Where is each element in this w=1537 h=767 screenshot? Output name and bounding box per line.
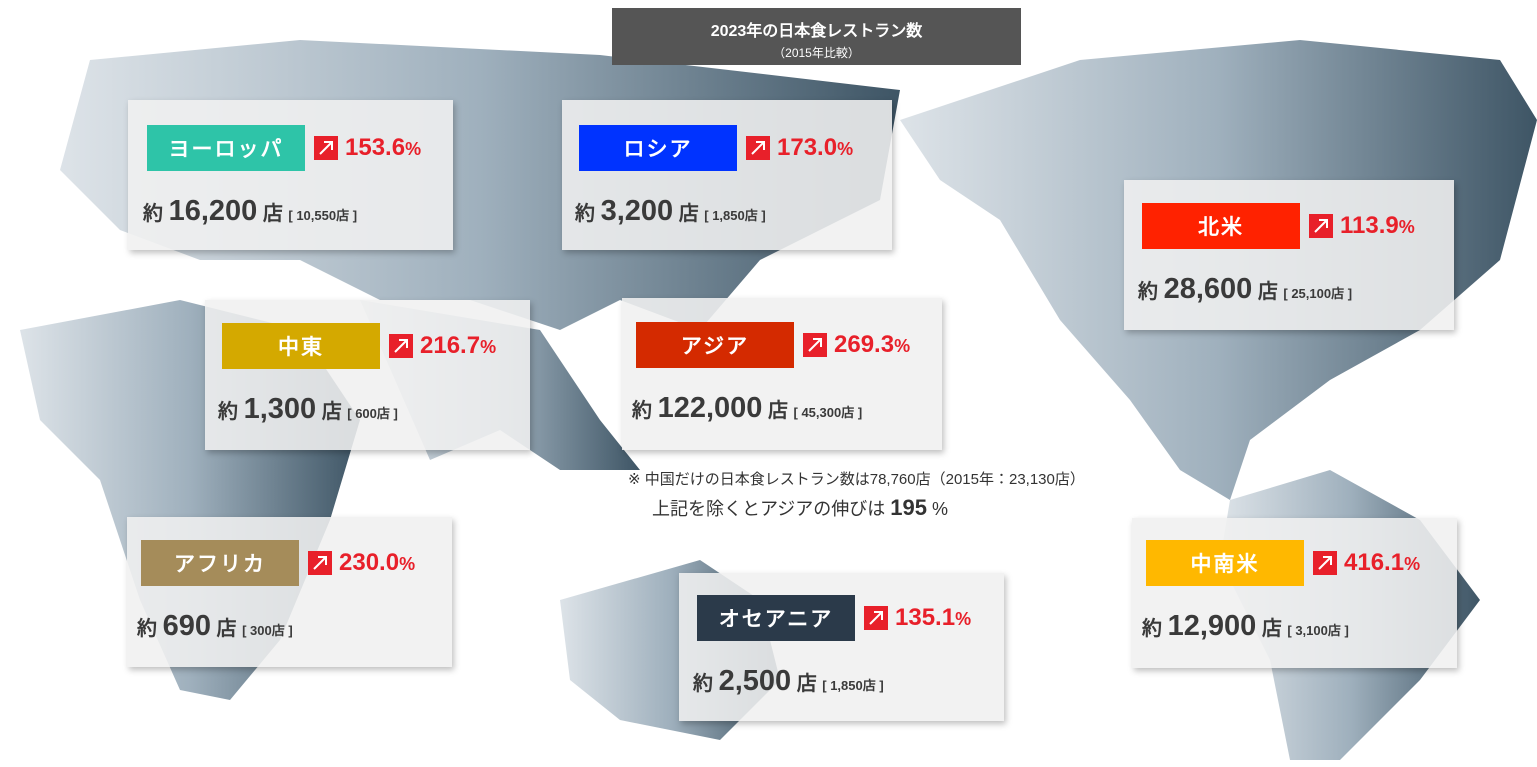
subtitle: （2015年比較） — [773, 46, 860, 60]
up-icon — [864, 606, 888, 630]
unit: 店 — [796, 673, 817, 695]
prefix: 約 — [575, 203, 595, 225]
up-icon — [1309, 214, 1333, 238]
previous-count: [ 25,100店 ] — [1283, 286, 1353, 301]
unit: 店 — [1261, 618, 1282, 640]
percent-sign: % — [399, 554, 416, 574]
region-label: オセアニア — [697, 595, 855, 641]
up-icon — [314, 136, 338, 160]
growth-value: 135.1 — [895, 604, 956, 631]
region-label: 中南米 — [1146, 540, 1304, 586]
region-box: ロシア 173.0% 約 3,200 店 [ 1,850店 ] — [562, 100, 892, 250]
previous-count: [ 3,100店 ] — [1287, 623, 1349, 638]
percent-sign: % — [837, 139, 854, 159]
count-value: 1,300 — [243, 393, 317, 425]
region-box: オセアニア 135.1% 約 2,500 店 [ 1,850店 ] — [679, 573, 1004, 721]
unit: 店 — [678, 203, 699, 225]
region-label: ロシア — [579, 125, 737, 171]
percent-sign: % — [405, 139, 422, 159]
previous-count: [ 10,550店 ] — [288, 208, 358, 223]
region-label: ヨーロッパ — [147, 125, 305, 171]
region-box: 中東 216.7% 約 1,300 店 [ 600店 ] — [205, 300, 530, 450]
count-line: 約 122,000 店 [ 45,300店 ] — [632, 392, 862, 425]
region-label: アジア — [636, 322, 794, 368]
note-value: 195 — [890, 495, 928, 520]
region-box: 北米 113.9% 約 28,600 店 [ 25,100店 ] — [1124, 180, 1454, 330]
growth: 153.6% — [345, 134, 421, 162]
title-box: 2023年の日本食レストラン数 （2015年比較） — [612, 8, 1021, 65]
region-box: アジア 269.3% 約 122,000 店 [ 45,300店 ] — [622, 298, 942, 450]
previous-count: [ 300店 ] — [242, 623, 293, 638]
growth: 113.9% — [1340, 212, 1415, 240]
region-box: ヨーロッパ 153.6% 約 16,200 店 [ 10,550店 ] — [128, 100, 453, 250]
count-line: 約 28,600 店 [ 25,100店 ] — [1138, 273, 1352, 306]
growth: 230.0% — [339, 549, 415, 577]
up-icon — [389, 334, 413, 358]
region-label: アフリカ — [141, 540, 299, 586]
prefix: 約 — [1138, 281, 1158, 303]
prefix: 約 — [632, 400, 652, 422]
unit: 店 — [1257, 281, 1278, 303]
count-line: 約 12,900 店 [ 3,100店 ] — [1142, 610, 1349, 643]
growth: 416.1% — [1344, 549, 1420, 577]
up-icon — [308, 551, 332, 575]
growth-value: 153.6 — [345, 134, 406, 161]
count-value: 16,200 — [168, 195, 258, 227]
previous-count: [ 1,850店 ] — [822, 678, 884, 693]
up-icon — [1313, 551, 1337, 575]
unit: 店 — [262, 203, 283, 225]
growth: 135.1% — [895, 604, 971, 632]
percent-sign: % — [1404, 554, 1421, 574]
count-value: 122,000 — [657, 392, 763, 424]
growth-value: 269.3 — [834, 331, 895, 358]
prefix: 約 — [218, 401, 238, 423]
growth-value: 113.9 — [1340, 212, 1399, 239]
percent-sign: % — [480, 337, 497, 357]
count-value: 690 — [162, 610, 211, 642]
count-value: 2,500 — [718, 665, 792, 697]
count-value: 12,900 — [1167, 610, 1257, 642]
previous-count: [ 1,850店 ] — [704, 208, 766, 223]
growth-value: 216.7 — [420, 332, 481, 359]
region-label: 中東 — [222, 323, 380, 369]
growth-value: 173.0 — [777, 134, 838, 161]
count-line: 約 1,300 店 [ 600店 ] — [218, 393, 398, 426]
prefix: 約 — [693, 673, 713, 695]
prefix: 約 — [143, 203, 163, 225]
region-box: アフリカ 230.0% 約 690 店 [ 300店 ] — [127, 517, 452, 667]
prefix: 約 — [1142, 618, 1162, 640]
previous-count: [ 600店 ] — [347, 406, 398, 421]
note-line: 上記を除くとアジアの伸びは 195 % — [652, 495, 948, 521]
region-box: 中南米 416.1% 約 12,900 店 [ 3,100店 ] — [1132, 518, 1457, 668]
count-line: 約 16,200 店 [ 10,550店 ] — [143, 195, 357, 228]
growth: 173.0% — [777, 134, 853, 162]
unit: 店 — [321, 401, 342, 423]
count-line: 約 3,200 店 [ 1,850店 ] — [575, 195, 766, 228]
up-icon — [803, 333, 827, 357]
growth: 269.3% — [834, 331, 910, 359]
region-label: 北米 — [1142, 203, 1300, 249]
count-value: 28,600 — [1163, 273, 1253, 305]
previous-count: [ 45,300店 ] — [793, 405, 863, 420]
growth-value: 416.1 — [1344, 549, 1405, 576]
count-line: 約 2,500 店 [ 1,850店 ] — [693, 665, 884, 698]
percent-sign: % — [894, 336, 911, 356]
percent-sign: % — [1398, 217, 1415, 237]
note-text: 上記を除くとアジアの伸びは — [652, 499, 886, 519]
title: 2023年の日本食レストラン数 — [710, 23, 923, 40]
growth: 216.7% — [420, 332, 496, 360]
count-value: 3,200 — [600, 195, 674, 227]
prefix: 約 — [137, 618, 157, 640]
unit: 店 — [767, 400, 788, 422]
up-icon — [746, 136, 770, 160]
percent-sign: % — [955, 609, 972, 629]
count-line: 約 690 店 [ 300店 ] — [137, 610, 293, 643]
note-line: ※ 中国だけの日本食レストラン数は78,760店（2015年：23,130店） — [628, 471, 1085, 488]
growth-value: 230.0 — [339, 549, 400, 576]
unit: 店 — [216, 618, 237, 640]
note-unit: % — [932, 499, 949, 519]
